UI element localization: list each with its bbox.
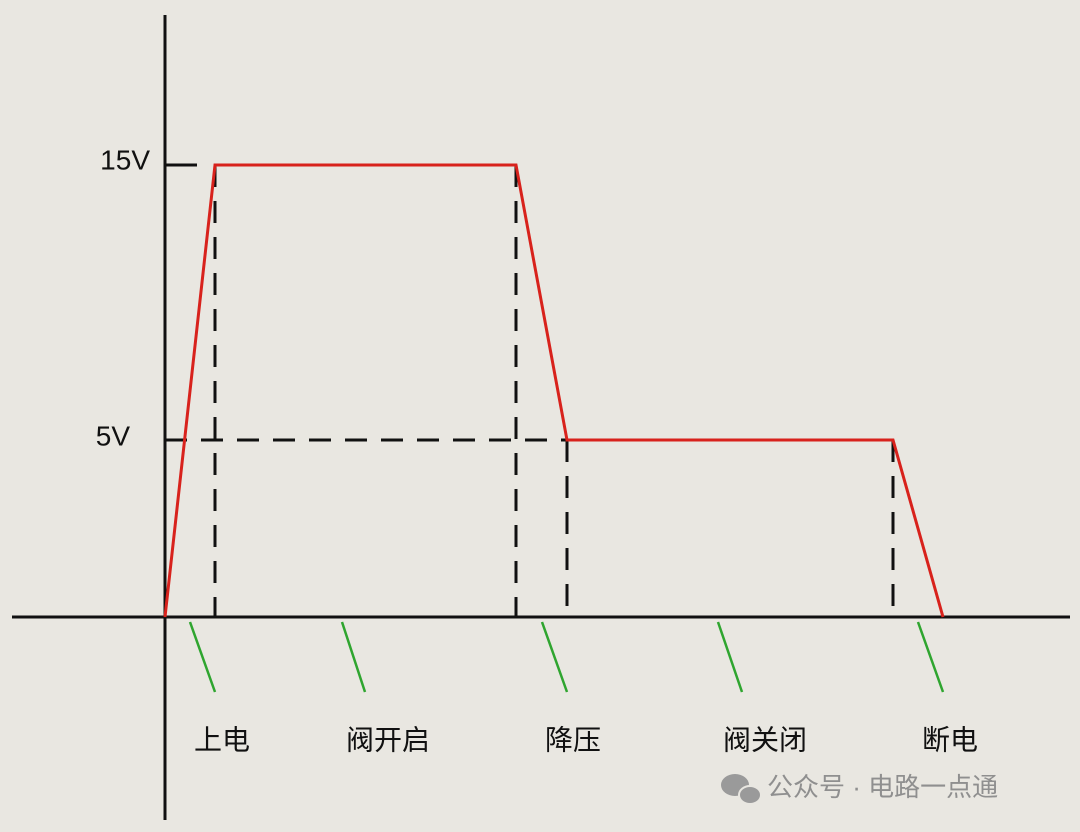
phase-label: 上电 — [194, 724, 250, 755]
voltage-waveform — [163, 163, 945, 618]
wechat-icon — [721, 774, 762, 805]
phase-label: 阀开启 — [346, 724, 430, 755]
level-label: 5V — [96, 420, 131, 451]
level-label: 15V — [100, 144, 150, 175]
phase-label: 阀关闭 — [723, 724, 807, 755]
phase-label: 降压 — [545, 724, 601, 755]
phase-label: 断电 — [922, 724, 978, 755]
watermark: 公众号 · 电路一点通 — [767, 772, 998, 802]
guide-lines — [165, 165, 895, 617]
phase-pointers — [188, 621, 945, 693]
